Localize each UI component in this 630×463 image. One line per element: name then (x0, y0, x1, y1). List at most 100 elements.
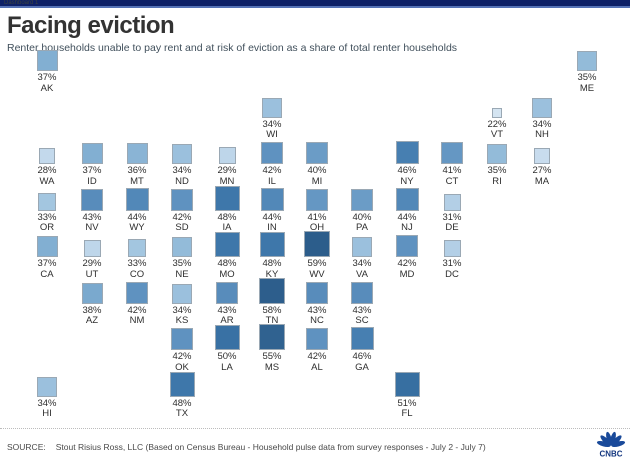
state-tile-va[interactable]: 34% VA (339, 230, 385, 280)
state-square[interactable] (395, 141, 419, 164)
state-tile-tx[interactable]: 48% TX (159, 370, 205, 420)
state-tile-md[interactable]: 42% MD (384, 230, 430, 280)
state-square[interactable] (172, 283, 192, 304)
state-tile-de[interactable]: 31% DE (429, 184, 475, 234)
state-tile-ks[interactable]: 34% KS (159, 277, 205, 327)
state-square[interactable] (214, 232, 240, 257)
state-square[interactable] (36, 236, 58, 257)
state-tile-ga[interactable]: 46% GA (339, 323, 385, 373)
state-tile-vt[interactable]: 22% VT (474, 91, 520, 141)
state-square[interactable] (128, 239, 146, 257)
state-tile-ky[interactable]: 48% KY (249, 230, 295, 280)
state-square[interactable] (487, 144, 507, 164)
state-tile-me[interactable]: 35% ME (564, 44, 610, 94)
state-tile-ok[interactable]: 42% OK (159, 323, 205, 373)
state-square[interactable] (577, 51, 597, 71)
state-square[interactable] (81, 188, 103, 211)
state-square[interactable] (125, 187, 149, 211)
state-tile-dc[interactable]: 31% DC (429, 230, 475, 280)
state-square[interactable] (171, 188, 193, 211)
state-square[interactable] (534, 148, 550, 164)
state-square[interactable] (259, 232, 285, 257)
state-tile-ca[interactable]: 37% CA (24, 230, 70, 280)
state-tile-mi[interactable]: 40% MI (294, 137, 340, 187)
state-tile-wy[interactable]: 44% WY (114, 184, 160, 234)
state-square[interactable] (83, 240, 101, 257)
state-tile-la[interactable]: 50% LA (204, 323, 250, 373)
state-square[interactable] (37, 376, 57, 397)
state-tile-fl[interactable]: 51% FL (384, 370, 430, 420)
state-tile-sd[interactable]: 42% SD (159, 184, 205, 234)
state-tile-mo[interactable]: 48% MO (204, 230, 250, 280)
state-tile-ne[interactable]: 35% NE (159, 230, 205, 280)
state-square[interactable] (395, 187, 419, 211)
state-square[interactable] (259, 324, 285, 350)
state-tile-wv[interactable]: 59% WV (294, 230, 340, 280)
state-tile-nm[interactable]: 42% NM (114, 277, 160, 327)
state-tile-nc[interactable]: 43% NC (294, 277, 340, 327)
state-square[interactable] (81, 143, 103, 164)
state-square[interactable] (351, 281, 373, 304)
state-square[interactable] (306, 188, 328, 211)
state-square[interactable] (214, 325, 240, 350)
state-tile-il[interactable]: 42% IL (249, 137, 295, 187)
state-tile-id[interactable]: 37% ID (69, 137, 115, 187)
state-square[interactable] (260, 187, 284, 211)
state-square[interactable] (262, 97, 282, 118)
state-square[interactable] (443, 240, 461, 257)
state-tile-ms[interactable]: 55% MS (249, 323, 295, 373)
state-square[interactable] (306, 328, 328, 350)
state-square[interactable] (214, 185, 240, 211)
state-square[interactable] (443, 193, 461, 211)
state-tile-ny[interactable]: 46% NY (384, 137, 430, 187)
state-tile-hi[interactable]: 34% HI (24, 370, 70, 420)
state-tile-co[interactable]: 33% CO (114, 230, 160, 280)
state-square[interactable] (172, 237, 192, 257)
state-tile-wa[interactable]: 28% WA (24, 137, 70, 187)
state-square[interactable] (492, 107, 502, 118)
state-square[interactable] (350, 327, 374, 350)
state-tile-nj[interactable]: 44% NJ (384, 184, 430, 234)
state-square[interactable] (394, 371, 420, 397)
state-tile-pa[interactable]: 40% PA (339, 184, 385, 234)
state-square[interactable] (39, 148, 55, 164)
state-tile-or[interactable]: 33% OR (24, 184, 70, 234)
state-tile-ut[interactable]: 29% UT (69, 230, 115, 280)
state-square[interactable] (351, 188, 373, 211)
state-tile-wi[interactable]: 34% WI (249, 91, 295, 141)
state-square[interactable] (171, 328, 193, 350)
state-square[interactable] (259, 277, 285, 304)
state-square[interactable] (441, 142, 463, 164)
state-tile-oh[interactable]: 41% OH (294, 184, 340, 234)
state-square[interactable] (126, 281, 148, 304)
state-square[interactable] (352, 237, 372, 257)
state-square[interactable] (306, 281, 328, 304)
state-square[interactable] (126, 143, 148, 164)
state-tile-ct[interactable]: 41% CT (429, 137, 475, 187)
state-tile-ri[interactable]: 35% RI (474, 137, 520, 187)
state-square[interactable] (216, 281, 238, 304)
state-square[interactable] (36, 50, 58, 71)
state-tile-mt[interactable]: 36% MT (114, 137, 160, 187)
state-tile-mn[interactable]: 29% MN (204, 137, 250, 187)
state-square[interactable] (172, 144, 192, 164)
state-square[interactable] (38, 192, 56, 211)
state-square[interactable] (396, 235, 418, 257)
state-tile-in[interactable]: 44% IN (249, 184, 295, 234)
state-tile-nd[interactable]: 34% ND (159, 137, 205, 187)
state-square[interactable] (218, 147, 236, 164)
state-square[interactable] (81, 282, 103, 304)
state-square[interactable] (169, 371, 195, 397)
state-square[interactable] (261, 142, 283, 164)
state-tile-az[interactable]: 38% AZ (69, 277, 115, 327)
state-tile-ak[interactable]: 37% AK (24, 44, 70, 94)
state-square[interactable] (304, 231, 330, 257)
state-tile-nh[interactable]: 34% NH (519, 91, 565, 141)
state-tile-ar[interactable]: 43% AR (204, 277, 250, 327)
state-tile-ma[interactable]: 27% MA (519, 137, 565, 187)
state-tile-al[interactable]: 42% AL (294, 323, 340, 373)
state-tile-nv[interactable]: 43% NV (69, 184, 115, 234)
state-tile-sc[interactable]: 43% SC (339, 277, 385, 327)
state-tile-tn[interactable]: 58% TN (249, 277, 295, 327)
state-square[interactable] (532, 97, 552, 118)
